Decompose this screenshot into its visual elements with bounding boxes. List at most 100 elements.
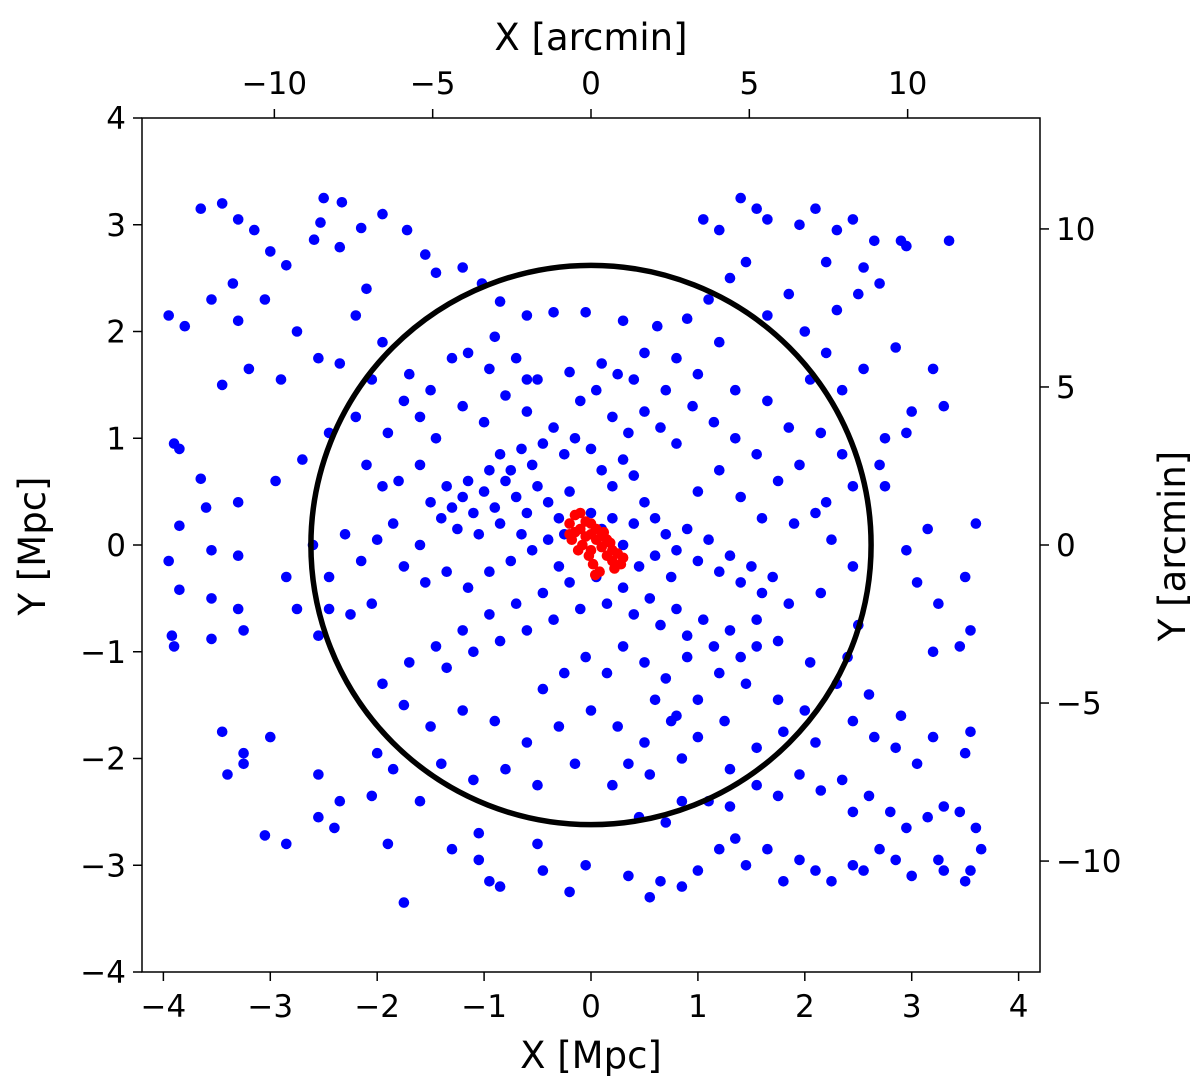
blue-point-180 (735, 192, 746, 204)
blue-point-176 (810, 203, 821, 214)
blue-point-72 (238, 758, 249, 770)
x-tick-label: 4 (1009, 989, 1029, 1025)
blue-point-169 (874, 278, 885, 289)
y-right-tick-label: −10 (1056, 844, 1121, 880)
blue-point-154 (879, 481, 891, 492)
blue-point-10 (457, 262, 469, 273)
blue-point-354 (500, 390, 511, 401)
blue-point-206 (788, 518, 800, 529)
red-point-0 (564, 518, 575, 529)
blue-point-99 (692, 865, 704, 876)
blue-point-319 (355, 555, 367, 567)
blue-point-50 (200, 502, 212, 513)
blue-point-288 (607, 481, 618, 492)
x-top-tick-label: −5 (410, 66, 456, 102)
blue-point-363 (751, 449, 762, 460)
blue-point-285 (569, 433, 581, 444)
blue-point-274 (436, 513, 447, 524)
y-right-tick-label: 10 (1056, 212, 1095, 248)
blue-point-74 (265, 731, 276, 743)
blue-point-287 (596, 465, 607, 476)
blue-point-352 (863, 689, 875, 700)
blue-point-212 (772, 635, 784, 647)
blue-point-123 (885, 806, 896, 818)
blue-point-211 (751, 614, 762, 625)
blue-point-153 (959, 571, 971, 583)
blue-point-337 (623, 758, 634, 770)
red-point-6 (596, 541, 607, 553)
blue-point-21 (232, 214, 244, 225)
blue-point-391 (671, 352, 682, 364)
blue-point-347 (778, 726, 789, 738)
blue-point-299 (724, 550, 736, 561)
blue-point-52 (174, 443, 185, 455)
blue-point-136 (607, 779, 618, 791)
blue-point-370 (756, 513, 768, 524)
blue-point-37 (350, 310, 362, 321)
blue-point-217 (740, 678, 752, 690)
blue-point-259 (468, 507, 479, 519)
blue-point-349 (724, 763, 736, 775)
blue-point-278 (494, 518, 506, 529)
blue-point-121 (922, 811, 933, 823)
blue-point-7 (401, 224, 413, 236)
blue-point-324 (361, 459, 372, 471)
blue-point-66 (323, 603, 335, 615)
blue-point-161 (890, 342, 901, 353)
blue-point-239 (617, 582, 629, 593)
blue-point-12 (494, 296, 506, 307)
blue-point-359 (393, 475, 404, 487)
blue-point-230 (377, 678, 388, 690)
blue-point-30 (259, 294, 271, 305)
blue-point-240 (644, 593, 656, 604)
blue-point-35 (216, 379, 228, 391)
blue-point-365 (794, 459, 805, 471)
red-point-22 (585, 545, 597, 556)
blue-point-79 (259, 830, 271, 841)
blue-point-119 (954, 806, 966, 818)
blue-point-366 (810, 507, 821, 519)
blue-point-103 (762, 843, 773, 855)
blue-point-308 (671, 438, 682, 449)
blue-point-146 (954, 641, 966, 652)
blue-point-294 (671, 545, 682, 556)
blue-point-231 (404, 657, 415, 668)
blue-point-78 (329, 822, 340, 834)
blue-point-48 (195, 473, 207, 485)
blue-point-143 (847, 715, 859, 727)
blue-point-251 (575, 603, 586, 615)
blue-point-235 (510, 598, 522, 609)
blue-point-298 (714, 566, 725, 577)
blue-point-305 (623, 427, 634, 439)
blue-point-315 (505, 555, 517, 567)
blue-point-268 (564, 486, 575, 497)
x-axis-label-top: X [arcmin] (494, 16, 687, 59)
blue-point-179 (751, 203, 762, 214)
x-top-tick-label: 5 (739, 66, 759, 102)
blue-point-63 (238, 625, 249, 636)
blue-point-215 (799, 705, 811, 716)
blue-point-4 (334, 241, 346, 253)
x-top-tick-label: 10 (888, 66, 927, 102)
blue-point-209 (815, 587, 827, 599)
blue-point-182 (698, 214, 709, 225)
blue-point-343 (468, 774, 479, 786)
x-axis-label-bottom: X [Mpc] (520, 1034, 662, 1077)
blue-point-122 (901, 822, 912, 834)
blue-point-162 (858, 363, 869, 375)
blue-point-177 (794, 219, 805, 231)
blue-point-336 (719, 715, 730, 727)
blue-point-120 (938, 801, 950, 812)
blue-point-111 (890, 854, 901, 866)
blue-point-358 (414, 459, 426, 471)
blue-point-70 (216, 726, 228, 738)
blue-point-237 (564, 577, 575, 588)
blue-point-184 (724, 272, 736, 284)
blue-point-87 (473, 827, 485, 839)
blue-point-85 (371, 747, 383, 759)
blue-point-175 (831, 224, 843, 236)
blue-point-276 (452, 523, 463, 535)
blue-point-194 (564, 366, 575, 378)
blue-point-253 (521, 625, 533, 636)
blue-point-142 (869, 731, 880, 743)
